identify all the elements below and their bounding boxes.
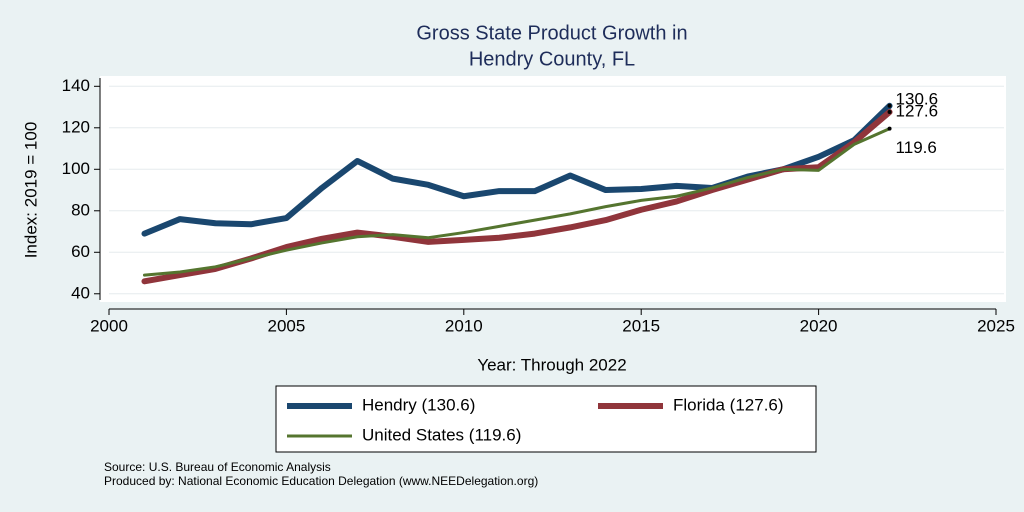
chart-title: Gross State Product Growth in — [416, 22, 687, 44]
y-tick-label: 80 — [71, 200, 90, 219]
end-marker — [887, 110, 892, 115]
legend-label: Hendry (130.6) — [362, 395, 475, 414]
x-axis-title: Year: Through 2022 — [477, 355, 626, 374]
data-label: 127.6 — [896, 102, 939, 121]
legend — [275, 385, 817, 453]
x-tick-label: 2020 — [800, 316, 838, 335]
data-label: 130.6 — [896, 89, 939, 108]
y-tick-label: 40 — [71, 283, 90, 302]
x-tick-label: 2010 — [445, 316, 483, 335]
end-marker — [887, 103, 892, 108]
y-tick-label: 100 — [62, 159, 90, 178]
note: Source: U.S. Bureau of Economic Analysis — [104, 460, 331, 474]
x-tick-label: 2005 — [267, 316, 305, 335]
plot-area — [100, 76, 1006, 302]
end-marker — [887, 126, 892, 131]
y-tick-label: 140 — [62, 76, 90, 95]
legend-label: United States (119.6) — [362, 425, 521, 444]
x-tick-label: 2025 — [977, 316, 1015, 335]
data-label: 119.6 — [896, 138, 937, 157]
series-line — [142, 127, 892, 277]
legend-label: Florida (127.6) — [673, 395, 784, 414]
x-tick-label: 2015 — [622, 316, 660, 335]
x-tick-label: 2000 — [90, 316, 128, 335]
y-axis-title: Index: 2019 = 100 — [21, 122, 40, 259]
y-tick-label: 120 — [62, 117, 90, 136]
y-tick-label: 60 — [71, 242, 90, 261]
note: Produced by: National Economic Education… — [104, 474, 538, 488]
chart-title: Hendry County, FL — [469, 48, 635, 70]
